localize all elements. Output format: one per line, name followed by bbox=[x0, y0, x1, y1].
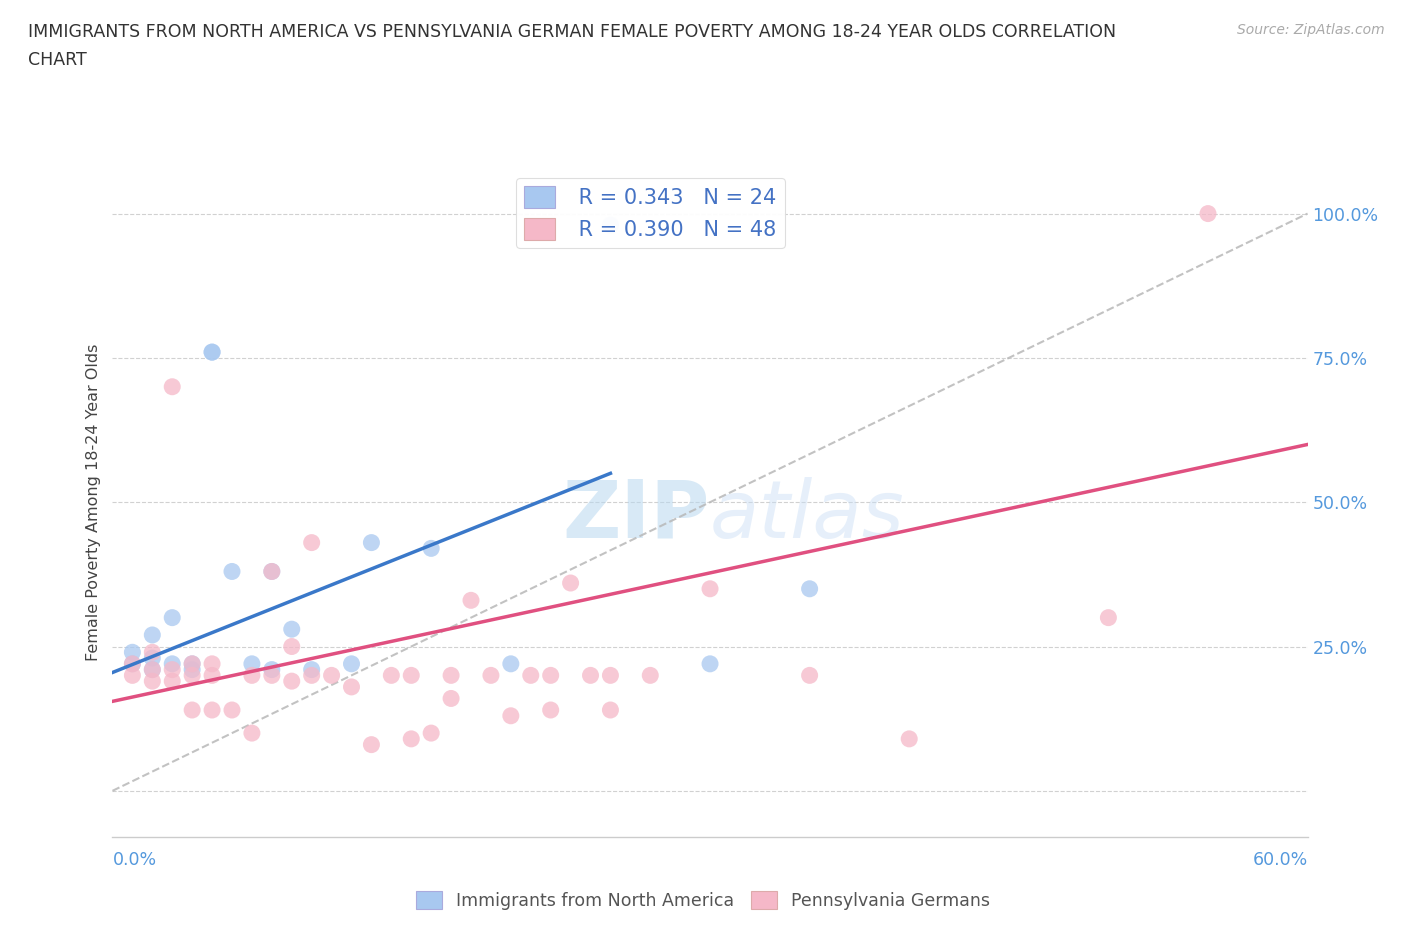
Point bbox=[460, 593, 482, 608]
Point bbox=[260, 662, 283, 677]
Point bbox=[162, 657, 183, 671]
Point bbox=[141, 662, 163, 677]
Text: IMMIGRANTS FROM NORTH AMERICA VS PENNSYLVANIA GERMAN FEMALE POVERTY AMONG 18-24 : IMMIGRANTS FROM NORTH AMERICA VS PENNSYL… bbox=[28, 23, 1116, 41]
Point bbox=[240, 725, 263, 740]
Legend:  R = 0.343   N = 24,  R = 0.390   N = 48: R = 0.343 N = 24, R = 0.390 N = 48 bbox=[516, 178, 785, 248]
Point bbox=[181, 657, 204, 671]
Text: Source: ZipAtlas.com: Source: ZipAtlas.com bbox=[1237, 23, 1385, 37]
Point bbox=[799, 668, 821, 683]
Point bbox=[281, 622, 304, 637]
Point bbox=[599, 702, 621, 717]
Point bbox=[162, 610, 183, 625]
Point bbox=[240, 668, 263, 683]
Point bbox=[479, 668, 502, 683]
Point bbox=[540, 668, 562, 683]
Point bbox=[638, 668, 662, 683]
Text: 60.0%: 60.0% bbox=[1253, 851, 1308, 870]
Point bbox=[260, 564, 283, 578]
Point bbox=[699, 657, 721, 671]
Point bbox=[260, 668, 283, 683]
Point bbox=[121, 644, 143, 659]
Point bbox=[201, 702, 224, 717]
Point bbox=[121, 657, 143, 671]
Point bbox=[181, 657, 204, 671]
Point bbox=[221, 564, 243, 578]
Point bbox=[281, 673, 304, 688]
Point bbox=[499, 709, 522, 724]
Point bbox=[181, 668, 204, 683]
Point bbox=[420, 541, 443, 556]
Point bbox=[401, 668, 423, 683]
Point bbox=[121, 657, 143, 671]
Point bbox=[301, 535, 323, 550]
Point bbox=[240, 657, 263, 671]
Point bbox=[141, 644, 163, 659]
Point bbox=[540, 702, 562, 717]
Point bbox=[301, 662, 323, 677]
Point bbox=[181, 662, 204, 677]
Point bbox=[440, 691, 463, 706]
Point bbox=[560, 576, 582, 591]
Text: atlas: atlas bbox=[710, 476, 905, 554]
Point bbox=[1097, 610, 1119, 625]
Point bbox=[799, 581, 821, 596]
Point bbox=[1197, 206, 1219, 221]
Point bbox=[201, 668, 224, 683]
Point bbox=[321, 668, 343, 683]
Point bbox=[221, 702, 243, 717]
Point bbox=[260, 564, 283, 578]
Point bbox=[162, 662, 183, 677]
Text: ZIP: ZIP bbox=[562, 476, 710, 554]
Point bbox=[281, 639, 304, 654]
Text: CHART: CHART bbox=[28, 51, 87, 69]
Point bbox=[401, 731, 423, 746]
Point bbox=[201, 657, 224, 671]
Legend: Immigrants from North America, Pennsylvania Germans: Immigrants from North America, Pennsylva… bbox=[409, 884, 997, 917]
Point bbox=[699, 581, 721, 596]
Point bbox=[599, 218, 621, 232]
Point bbox=[420, 725, 443, 740]
Point bbox=[340, 680, 363, 695]
Point bbox=[360, 737, 382, 752]
Point bbox=[162, 379, 183, 394]
Text: 0.0%: 0.0% bbox=[112, 851, 156, 870]
Point bbox=[898, 731, 921, 746]
Point bbox=[181, 702, 204, 717]
Point bbox=[162, 673, 183, 688]
Point bbox=[499, 657, 522, 671]
Point bbox=[141, 662, 163, 677]
Point bbox=[201, 345, 224, 360]
Point bbox=[440, 668, 463, 683]
Point bbox=[579, 668, 602, 683]
Point bbox=[141, 628, 163, 643]
Point bbox=[380, 668, 402, 683]
Point bbox=[599, 668, 621, 683]
Point bbox=[201, 345, 224, 360]
Point bbox=[141, 673, 163, 688]
Point bbox=[301, 668, 323, 683]
Point bbox=[121, 668, 143, 683]
Point bbox=[520, 668, 543, 683]
Y-axis label: Female Poverty Among 18-24 Year Olds: Female Poverty Among 18-24 Year Olds bbox=[86, 343, 101, 661]
Point bbox=[340, 657, 363, 671]
Point bbox=[141, 651, 163, 666]
Point bbox=[360, 535, 382, 550]
